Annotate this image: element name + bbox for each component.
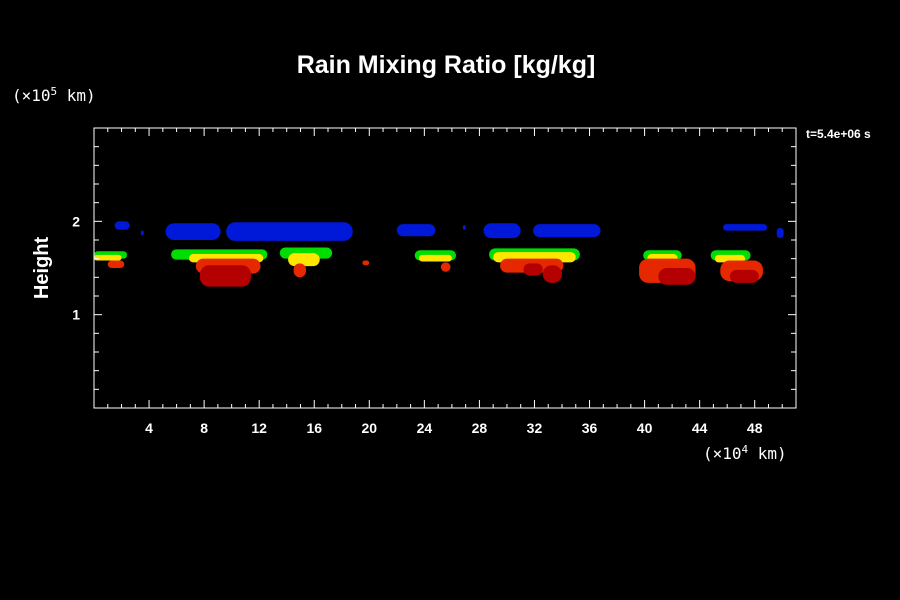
plot-frame [93,127,797,409]
contour-cell-upper [723,224,768,231]
chart-title: Rain Mixing Ratio [kg/kg] [297,51,596,79]
contour-cell-mid [288,253,320,267]
x-tick-label: 8 [200,420,208,436]
x-tick-label: 4 [145,420,153,436]
contour-cell-upper [483,223,521,239]
contour-cell-upper [533,224,601,238]
contour-cell-max [523,263,543,276]
contour-cell-upper [226,222,353,241]
x-tick-label: 12 [251,420,267,436]
time-label: t=5.4e+06 s [806,127,871,141]
x-tick-label: 44 [692,420,708,436]
x-tick-label: 20 [362,420,378,436]
x-unit-label: (×104 km) [703,443,787,463]
contour-cell-upper [165,223,221,240]
contour-cell-high [107,260,125,268]
contour-cell-max [658,268,696,285]
contour-cell-upper [140,230,144,236]
contour-cell-max [199,265,251,287]
contour-cell-mid [94,254,122,261]
contour-cell-high [440,262,451,272]
y-tick-label: 2 [72,213,80,229]
contour-cell-high [362,260,370,266]
contour-cell-upper [462,225,466,230]
contour-cell-mid [418,254,452,262]
y-axis-label: Height [31,237,53,300]
contour-cell-high [293,263,306,278]
x-tick-label: 40 [637,420,653,436]
x-tick-label: 32 [527,420,543,436]
contour-cell-upper [114,221,130,230]
x-tick-label: 48 [747,420,763,436]
contour-cell-upper [776,227,784,239]
contour-cell-upper [396,224,436,237]
y-tick-label: 1 [72,307,80,323]
x-tick-label: 28 [472,420,488,436]
contour-cell-max [542,265,562,283]
x-tick-label: 36 [582,420,598,436]
contour-cells [94,221,784,287]
x-tick-label: 24 [417,420,433,436]
y-unit-label: (×105 km) [12,85,96,105]
contour-cell-max [729,269,759,283]
x-tick-label: 16 [306,420,322,436]
